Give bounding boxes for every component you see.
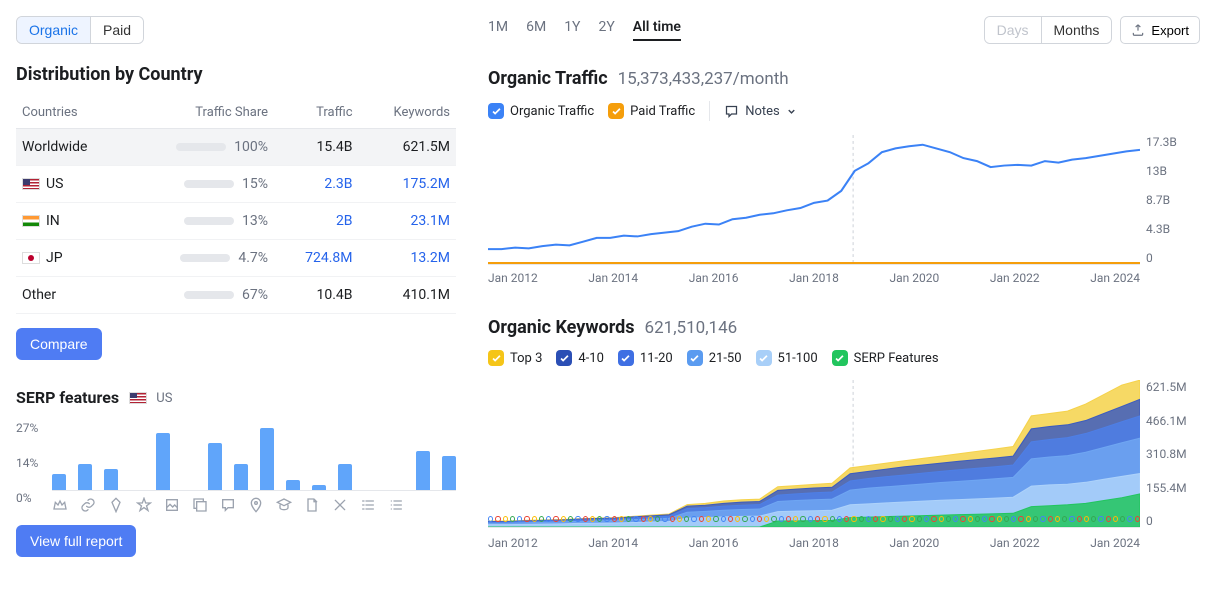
crown-icon: [52, 497, 68, 513]
diamond-icon: [108, 497, 124, 513]
serp-flag: US: [129, 390, 172, 406]
range-alltime[interactable]: All time: [633, 19, 681, 41]
serp-chart: 27%14%0%: [16, 421, 456, 511]
grad-icon: [276, 497, 292, 513]
organic-traffic-title: Organic Traffic: [488, 68, 608, 89]
chevron-down-icon: [786, 106, 797, 117]
legend-51-100[interactable]: 51-100: [756, 350, 818, 366]
x-icon: [332, 497, 348, 513]
range-1y[interactable]: 1Y: [564, 19, 580, 41]
legend-serpfeatures[interactable]: SERP Features: [832, 350, 939, 366]
organic-keywords-chart[interactable]: 621.5M466.1M310.8M155.4M0 Jan 2012Jan 20…: [488, 380, 1200, 550]
table-row[interactable]: US15%2.3B175.2M: [16, 166, 456, 203]
legend-4-10[interactable]: 4-10: [556, 350, 604, 366]
organic-tab[interactable]: Organic: [17, 17, 90, 43]
paid-tab[interactable]: Paid: [90, 17, 143, 43]
serp-title: SERP features: [16, 388, 119, 407]
table-row[interactable]: IN13%2B23.1M: [16, 203, 456, 240]
notes-dropdown[interactable]: Notes: [724, 104, 797, 119]
star-icon: [136, 497, 152, 513]
legend-organic-traffic[interactable]: Organic Traffic: [488, 103, 594, 119]
export-icon: [1131, 23, 1145, 37]
list-ol-icon: [360, 497, 376, 513]
organic-traffic-chart[interactable]: 17.3B13B8.7B4.3B0 Jan 2012Jan 2014Jan 20…: [488, 135, 1200, 285]
granularity-toggle[interactable]: Days Months: [984, 16, 1113, 44]
link-icon: [80, 497, 96, 513]
export-label: Export: [1151, 23, 1189, 38]
organic-keywords-title: Organic Keywords: [488, 317, 635, 338]
organic-traffic-value: 15,373,433,237/month: [618, 69, 789, 89]
table-row[interactable]: JP4.7%724.8M13.2M: [16, 240, 456, 277]
comment-icon: [220, 497, 236, 513]
export-button[interactable]: Export: [1120, 16, 1200, 44]
organic-keywords-value: 621,510,146: [645, 318, 738, 338]
country-table: CountriesTraffic ShareTrafficKeywords Wo…: [16, 97, 456, 314]
view-full-report-button[interactable]: View full report: [16, 525, 136, 557]
range-2y[interactable]: 2Y: [598, 19, 614, 41]
pin-icon: [248, 497, 264, 513]
table-row[interactable]: Other67%10.4B410.1M: [16, 277, 456, 314]
compare-button[interactable]: Compare: [16, 328, 102, 360]
table-row[interactable]: Worldwide100%15.4B621.5M: [16, 129, 456, 166]
organic-paid-toggle[interactable]: Organic Paid: [16, 16, 144, 44]
list-ul-icon: [388, 497, 404, 513]
time-range-tabs[interactable]: 1M 6M 1Y 2Y All time: [488, 19, 681, 41]
months-toggle[interactable]: Months: [1041, 17, 1112, 43]
legend-21-50[interactable]: 21-50: [687, 350, 742, 366]
page-icon: [304, 497, 320, 513]
image-icon: [164, 497, 180, 513]
range-6m[interactable]: 6M: [526, 19, 546, 41]
images-icon: [192, 497, 208, 513]
range-1m[interactable]: 1M: [488, 19, 508, 41]
legend-11-20[interactable]: 11-20: [618, 350, 673, 366]
legend-paid-traffic[interactable]: Paid Traffic: [608, 103, 695, 119]
days-toggle[interactable]: Days: [985, 17, 1041, 43]
distribution-title: Distribution by Country: [16, 64, 456, 85]
notes-icon: [724, 104, 739, 119]
legend-top3[interactable]: Top 3: [488, 350, 542, 366]
